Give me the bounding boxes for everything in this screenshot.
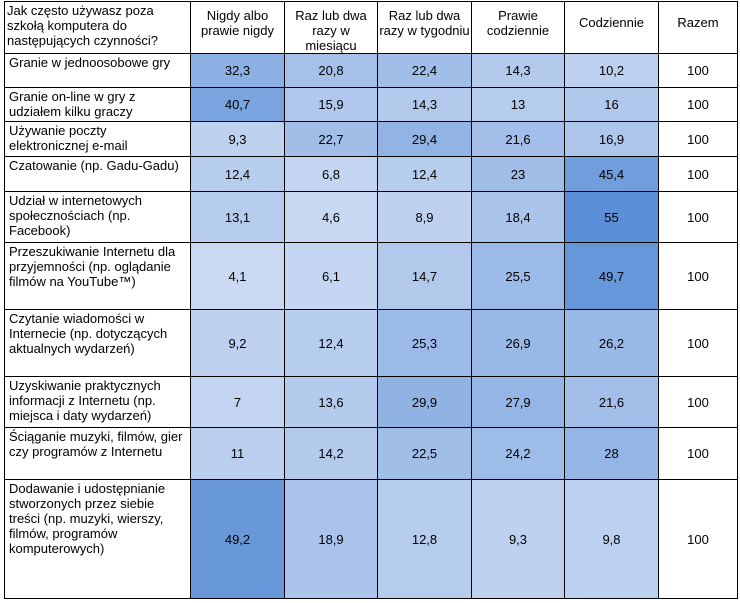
column-header: Razem <box>658 1 738 54</box>
table-row: Uzyskiwanie praktycznych informacji z In… <box>4 376 738 428</box>
row-label: Czytanie wiadomości w Internecie (np. do… <box>4 309 191 377</box>
value-cell: 4,1 <box>190 242 285 310</box>
value-cell: 25,5 <box>471 242 565 310</box>
value-cell: 29,9 <box>377 376 472 428</box>
value-cell: 12,8 <box>377 479 472 599</box>
column-header: Nigdy albo prawie nigdy <box>190 1 285 54</box>
value-cell: 7 <box>190 376 285 428</box>
total-cell: 100 <box>658 191 738 243</box>
heatmap-table: Jak często używasz poza szkołą komputera… <box>4 1 738 599</box>
row-label: Czatowanie (np. Gadu-Gadu) <box>4 156 191 192</box>
value-cell: 32,3 <box>190 53 285 88</box>
value-cell: 13,1 <box>190 191 285 243</box>
value-cell: 40,7 <box>190 87 285 122</box>
value-cell: 25,3 <box>377 309 472 377</box>
table-row: Ściąganie muzyki, filmów, gier czy progr… <box>4 427 738 480</box>
value-cell: 21,6 <box>564 376 659 428</box>
column-header: Prawie codziennie <box>471 1 565 54</box>
row-label: Używanie poczty elektronicznej e-mail <box>4 121 191 157</box>
value-cell: 9,2 <box>190 309 285 377</box>
table-row: Czatowanie (np. Gadu-Gadu) 12,4 6,8 12,4 23 4… <box>4 156 738 192</box>
value-cell: 9,8 <box>564 479 659 599</box>
value-cell: 14,3 <box>377 87 472 122</box>
row-label: Przeszukiwanie Internetu dla przyjemnośc… <box>4 242 191 310</box>
value-cell: 10,2 <box>564 53 659 88</box>
value-cell: 22,5 <box>377 427 472 480</box>
table-row: Dodawanie i udostępnianie stworzonych pr… <box>4 479 738 599</box>
row-label: Udział w internetowych społecznościach (… <box>4 191 191 243</box>
value-cell: 16 <box>564 87 659 122</box>
value-cell: 22,4 <box>377 53 472 88</box>
column-header: Raz lub dwa razy w miesiącu <box>284 1 378 54</box>
row-label: Granie w jednoosobowe gry <box>4 53 191 88</box>
table-row: Przeszukiwanie Internetu dla przyjemnośc… <box>4 242 738 310</box>
value-cell: 28 <box>564 427 659 480</box>
value-cell: 14,2 <box>284 427 378 480</box>
value-cell: 55 <box>564 191 659 243</box>
value-cell: 26,9 <box>471 309 565 377</box>
corner-header: Jak często używasz poza szkołą komputera… <box>4 1 191 54</box>
total-cell: 100 <box>658 53 738 88</box>
value-cell: 29,4 <box>377 121 472 157</box>
value-cell: 18,9 <box>284 479 378 599</box>
value-cell: 15,9 <box>284 87 378 122</box>
value-cell: 24,2 <box>471 427 565 480</box>
value-cell: 49,2 <box>190 479 285 599</box>
value-cell: 45,4 <box>564 156 659 192</box>
value-cell: 14,7 <box>377 242 472 310</box>
value-cell: 21,6 <box>471 121 565 157</box>
value-cell: 6,1 <box>284 242 378 310</box>
value-cell: 9,3 <box>190 121 285 157</box>
value-cell: 20,8 <box>284 53 378 88</box>
row-label: Dodawanie i udostępnianie stworzonych pr… <box>4 479 191 599</box>
value-cell: 12,4 <box>377 156 472 192</box>
value-cell: 18,4 <box>471 191 565 243</box>
header-row: Jak często używasz poza szkołą komputera… <box>4 1 738 54</box>
value-cell: 22,7 <box>284 121 378 157</box>
total-cell: 100 <box>658 121 738 157</box>
value-cell: 9,3 <box>471 479 565 599</box>
value-cell: 8,9 <box>377 191 472 243</box>
value-cell: 11 <box>190 427 285 480</box>
table-row: Używanie poczty elektronicznej e-mail 9,3… <box>4 121 738 157</box>
value-cell: 16,9 <box>564 121 659 157</box>
column-header: Raz lub dwa razy w tygodniu <box>377 1 472 54</box>
table-row: Udział w internetowych społecznościach (… <box>4 191 738 243</box>
value-cell: 12,4 <box>284 309 378 377</box>
row-label: Granie on-line w gry z udziałem kilku gr… <box>4 87 191 122</box>
total-cell: 100 <box>658 156 738 192</box>
total-cell: 100 <box>658 479 738 599</box>
table-row: Czytanie wiadomości w Internecie (np. do… <box>4 309 738 377</box>
value-cell: 23 <box>471 156 565 192</box>
table-row: Granie on-line w gry z udziałem kilku gr… <box>4 87 738 122</box>
row-label: Ściąganie muzyki, filmów, gier czy progr… <box>4 427 191 480</box>
table-row: Granie w jednoosobowe gry 32,3 20,8 22,4 14,… <box>4 53 738 88</box>
row-label: Uzyskiwanie praktycznych informacji z In… <box>4 376 191 428</box>
total-cell: 100 <box>658 242 738 310</box>
column-header: Codziennie <box>564 1 659 54</box>
value-cell: 14,3 <box>471 53 565 88</box>
value-cell: 49,7 <box>564 242 659 310</box>
value-cell: 27,9 <box>471 376 565 428</box>
total-cell: 100 <box>658 376 738 428</box>
total-cell: 100 <box>658 309 738 377</box>
value-cell: 12,4 <box>190 156 285 192</box>
total-cell: 100 <box>658 87 738 122</box>
value-cell: 4,6 <box>284 191 378 243</box>
value-cell: 6,8 <box>284 156 378 192</box>
value-cell: 13,6 <box>284 376 378 428</box>
value-cell: 13 <box>471 87 565 122</box>
total-cell: 100 <box>658 427 738 480</box>
value-cell: 26,2 <box>564 309 659 377</box>
